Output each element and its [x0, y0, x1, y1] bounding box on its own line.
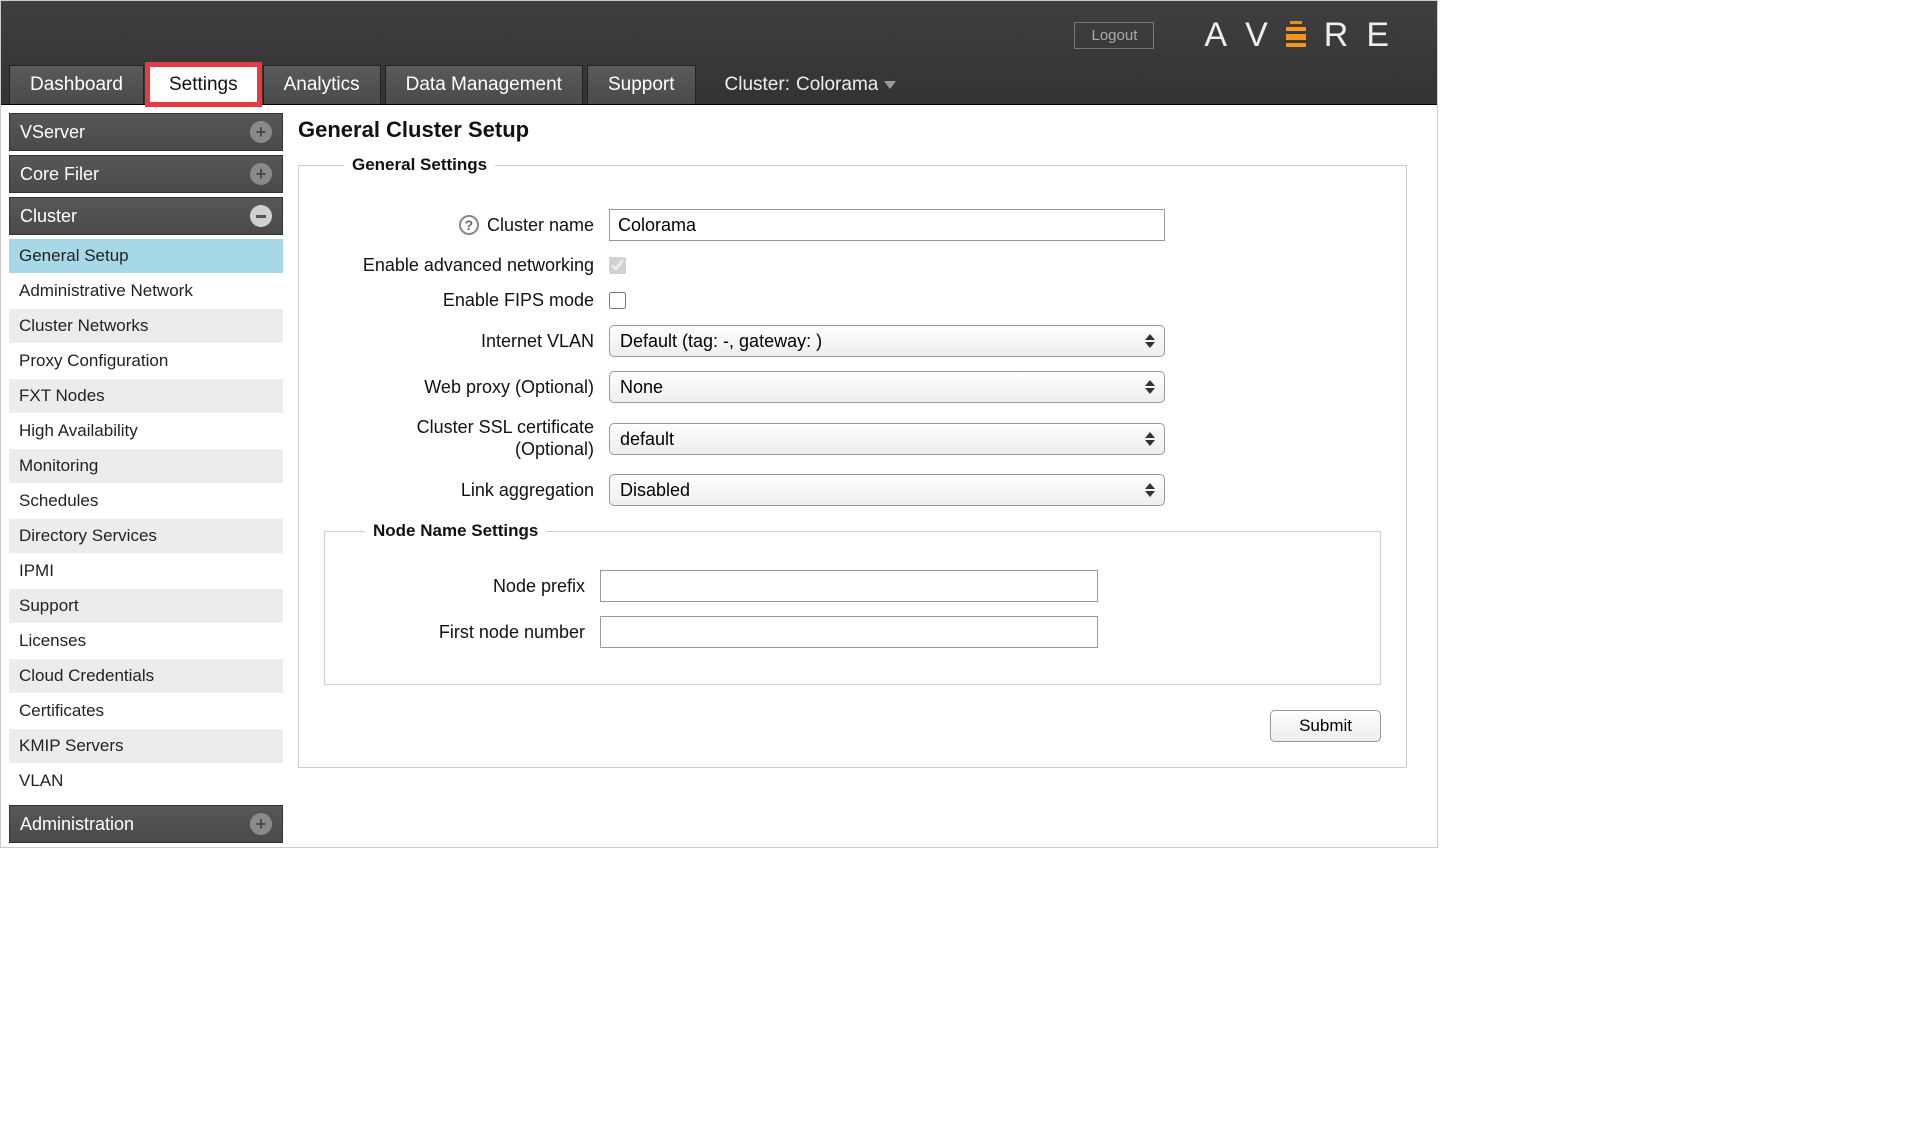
sidebar-item-cluster-networks[interactable]: Cluster Networks	[9, 309, 283, 344]
sidebar-section-label: Administration	[20, 814, 134, 835]
label-web-proxy: Web proxy (Optional)	[424, 377, 594, 398]
header: Logout A V R E Dashboard Settings Analyt…	[1, 1, 1437, 105]
sidebar-section-administration[interactable]: Administration +	[9, 805, 283, 843]
submit-button[interactable]: Submit	[1270, 710, 1381, 742]
ssl-cert-select[interactable]: default	[609, 423, 1165, 455]
sidebar-item-directory-services[interactable]: Directory Services	[9, 519, 283, 554]
node-name-settings-legend: Node Name Settings	[365, 521, 546, 541]
link-agg-select[interactable]: Disabled	[609, 474, 1165, 506]
body: VServer + Core Filer + Cluster General S…	[1, 105, 1437, 847]
header-top: Logout A V R E	[1, 1, 1437, 55]
sidebar-item-fxt-nodes[interactable]: FXT Nodes	[9, 379, 283, 414]
app-frame: Logout A V R E Dashboard Settings Analyt…	[0, 0, 1438, 848]
logo-letter: E	[1366, 16, 1407, 55]
tab-settings[interactable]: Settings	[148, 65, 259, 104]
sidebar-section-cluster[interactable]: Cluster	[9, 197, 283, 235]
row-link-agg: Link aggregation Disabled	[324, 474, 1381, 506]
row-fips: Enable FIPS mode	[324, 290, 1381, 311]
label-first-node-number: First node number	[439, 622, 585, 643]
sidebar-item-proxy-config[interactable]: Proxy Configuration	[9, 344, 283, 379]
web-proxy-select[interactable]: None	[609, 371, 1165, 403]
label-fips: Enable FIPS mode	[443, 290, 594, 311]
tab-support[interactable]: Support	[587, 65, 696, 104]
adv-networking-checkbox[interactable]	[609, 257, 626, 274]
logo-letter: A	[1204, 16, 1245, 55]
internet-vlan-select[interactable]: Default (tag: -, gateway: )	[609, 325, 1165, 357]
sidebar-section-label: Cluster	[20, 206, 77, 227]
tab-analytics[interactable]: Analytics	[263, 65, 381, 104]
sidebar-item-certificates[interactable]: Certificates	[9, 694, 283, 729]
sidebar-item-kmip-servers[interactable]: KMIP Servers	[9, 729, 283, 764]
sidebar-section-label: VServer	[20, 122, 85, 143]
plus-icon: +	[250, 163, 272, 185]
cluster-prefix: Cluster:	[725, 74, 790, 96]
label-internet-vlan: Internet VLAN	[481, 331, 594, 352]
label-adv-networking: Enable advanced networking	[363, 255, 594, 276]
logout-button[interactable]: Logout	[1074, 22, 1154, 49]
logo-e-icon	[1286, 21, 1306, 47]
label-ssl-cert: Cluster SSL certificate (Optional)	[417, 417, 594, 460]
sidebar-item-licenses[interactable]: Licenses	[9, 624, 283, 659]
label-cluster-name: Cluster name	[487, 215, 594, 236]
sidebar: VServer + Core Filer + Cluster General S…	[1, 105, 283, 847]
row-ssl-cert: Cluster SSL certificate (Optional) defau…	[324, 417, 1381, 460]
chevron-down-icon	[884, 81, 896, 89]
tab-data-management[interactable]: Data Management	[385, 65, 583, 104]
tab-dashboard[interactable]: Dashboard	[9, 65, 144, 104]
node-prefix-input[interactable]	[600, 570, 1098, 602]
sidebar-item-high-availability[interactable]: High Availability	[9, 414, 283, 449]
minus-icon	[250, 205, 272, 227]
first-node-number-input[interactable]	[600, 616, 1098, 648]
general-settings-fieldset: General Settings ? Cluster name Enable a…	[298, 155, 1407, 768]
general-settings-legend: General Settings	[344, 155, 495, 175]
label-node-prefix: Node prefix	[493, 576, 585, 597]
logo-letter: R	[1324, 16, 1367, 55]
cluster-selector[interactable]: Cluster: Colorama	[725, 74, 897, 96]
label-link-agg: Link aggregation	[461, 480, 594, 501]
logo-letter: V	[1245, 16, 1286, 55]
sidebar-item-support[interactable]: Support	[9, 589, 283, 624]
nav-tabs: Dashboard Settings Analytics Data Manage…	[1, 65, 1437, 104]
submit-row: Submit	[324, 710, 1381, 742]
row-internet-vlan: Internet VLAN Default (tag: -, gateway: …	[324, 325, 1381, 357]
sidebar-section-corefiler[interactable]: Core Filer +	[9, 155, 283, 193]
sidebar-item-vlan[interactable]: VLAN	[9, 764, 283, 799]
logo: A V R E	[1204, 16, 1407, 55]
row-cluster-name: ? Cluster name	[324, 209, 1381, 241]
sidebar-item-admin-network[interactable]: Administrative Network	[9, 274, 283, 309]
plus-icon: +	[250, 121, 272, 143]
sidebar-item-general-setup[interactable]: General Setup	[9, 239, 283, 274]
sidebar-cluster-items: General Setup Administrative Network Clu…	[9, 239, 283, 799]
plus-icon: +	[250, 813, 272, 835]
sidebar-item-cloud-credentials[interactable]: Cloud Credentials	[9, 659, 283, 694]
sidebar-item-monitoring[interactable]: Monitoring	[9, 449, 283, 484]
row-adv-networking: Enable advanced networking	[324, 255, 1381, 276]
cluster-name-input[interactable]	[609, 209, 1165, 241]
row-first-node-number: First node number	[345, 616, 1360, 648]
row-node-prefix: Node prefix	[345, 570, 1360, 602]
fips-checkbox[interactable]	[609, 292, 626, 309]
sidebar-item-ipmi[interactable]: IPMI	[9, 554, 283, 589]
help-icon[interactable]: ?	[459, 215, 479, 235]
row-web-proxy: Web proxy (Optional) None	[324, 371, 1381, 403]
sidebar-item-schedules[interactable]: Schedules	[9, 484, 283, 519]
cluster-name: Colorama	[796, 74, 878, 96]
node-name-settings-fieldset: Node Name Settings Node prefix First nod…	[324, 521, 1381, 685]
page-title: General Cluster Setup	[298, 117, 1407, 143]
sidebar-section-vserver[interactable]: VServer +	[9, 113, 283, 151]
sidebar-section-label: Core Filer	[20, 164, 99, 185]
main-content: General Cluster Setup General Settings ?…	[283, 105, 1437, 847]
